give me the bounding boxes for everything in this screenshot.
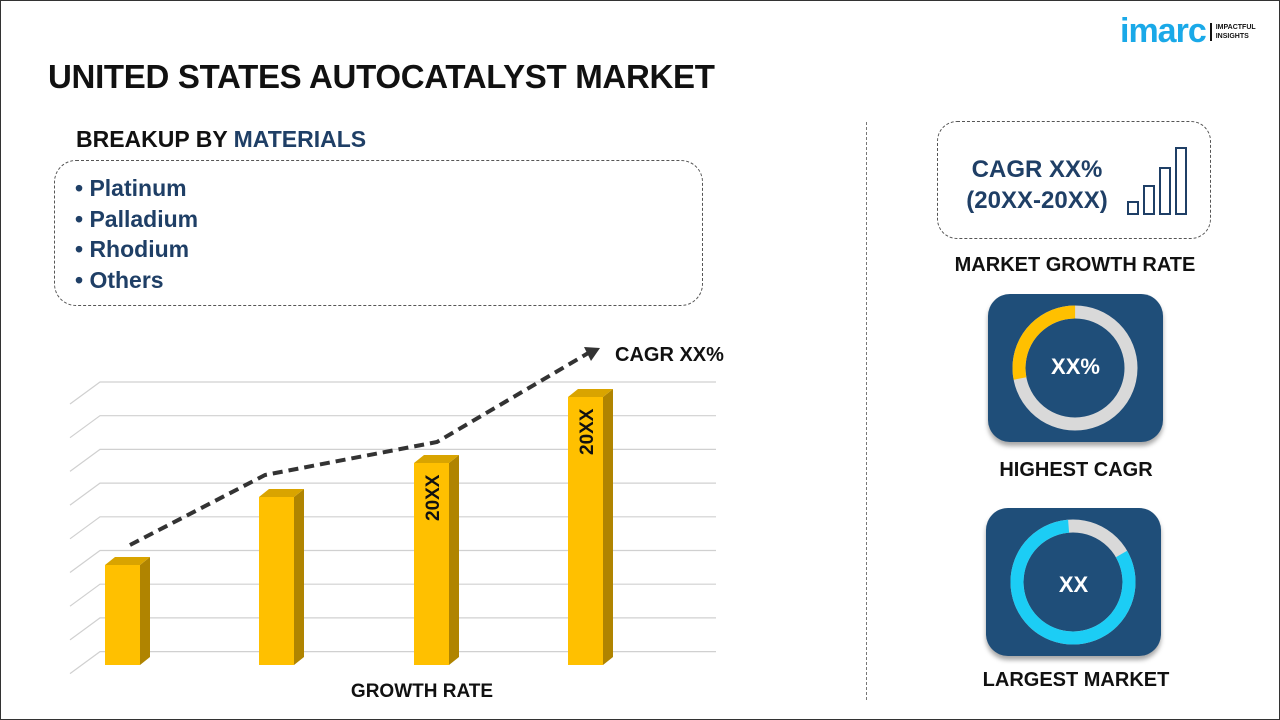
bar-side [294,489,304,665]
bar-growth-icon [1127,147,1187,215]
cagr-period: (20XX-20XX) [966,187,1108,214]
bar-side [603,389,613,665]
grid-line [69,651,716,675]
grid-line [69,381,716,405]
bar-top [568,389,613,397]
bar [105,565,140,665]
bar-label: 20XX [423,474,444,521]
largest-market-label: LARGEST MARKET [982,669,1170,691]
growth-chart: 20XX 20XX CAGR XX% [69,344,724,675]
highest-cagr-ring [1012,305,1138,431]
bar-side [140,557,150,665]
grid-line [69,617,716,641]
bar-side [449,455,459,665]
chart-grid [69,381,716,675]
divider [866,122,867,700]
cagr-value: CAGR XX% [971,156,1103,183]
largest-market-card: XX [986,508,1161,656]
list-item: • Platinum [75,175,187,201]
bar [259,497,294,665]
chart-bars: 20XX 20XX [105,389,613,665]
cagr-box: CAGR XX% (20XX-20XX) [937,121,1211,239]
grid-line [69,516,716,540]
bar-top [105,557,150,565]
chart-cagr-label: CAGR XX% [615,344,724,366]
page-title: UNITED STATES AUTOCATALYST MARKET [48,58,715,95]
imarc-logo: imarc IMPACTFUL INSIGHTS [1120,12,1256,51]
breakup-heading: BREAKUP BY MATERIALS [76,126,367,152]
highest-cagr-label: HIGHEST CAGR [999,459,1153,481]
highest-cagr-value: XX% [1051,354,1100,379]
bar-top [259,489,304,497]
list-item: • Rhodium [75,236,190,262]
materials-list: • Platinum • Palladium • Rhodium • Other… [54,160,703,306]
bar-label: 20XX [577,408,598,455]
largest-market-ring [1010,519,1136,645]
bar [568,397,603,665]
bar-top [414,455,459,463]
grid-line [69,415,716,439]
grid-line [69,448,716,472]
bar [414,463,449,665]
list-item: • Palladium [75,205,199,232]
highest-cagr-card: XX% [988,294,1163,442]
list-item: • Others [75,266,164,293]
axis-label: GROWTH RATE [350,681,494,702]
trend-arrow [129,350,592,547]
logo-word: imarc [1120,12,1207,50]
market-growth-label: MARKET GROWTH RATE [954,254,1196,276]
arrow-head-icon [584,347,600,361]
logo-tagline: IMPACTFUL INSIGHTS [1209,22,1256,41]
ring-fill [1010,519,1136,645]
ring-fill [1012,305,1138,431]
grid-line [69,482,716,506]
grid-line [69,549,716,573]
grid-line [69,583,716,607]
largest-market-value: XX [1058,572,1089,597]
